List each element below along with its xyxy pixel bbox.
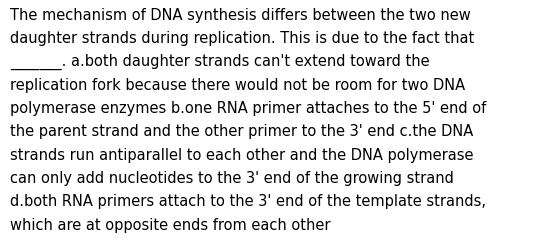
Text: _______. a.both daughter strands can't extend toward the: _______. a.both daughter strands can't e… xyxy=(10,54,430,70)
Text: replication fork because there would not be room for two DNA: replication fork because there would not… xyxy=(10,77,465,92)
Text: can only add nucleotides to the 3' end of the growing strand: can only add nucleotides to the 3' end o… xyxy=(10,170,454,185)
Text: which are at opposite ends from each other: which are at opposite ends from each oth… xyxy=(10,217,330,232)
Text: The mechanism of DNA synthesis differs between the two new: The mechanism of DNA synthesis differs b… xyxy=(10,8,471,22)
Text: polymerase enzymes b.one RNA primer attaches to the 5' end of: polymerase enzymes b.one RNA primer atta… xyxy=(10,100,486,116)
Text: strands run antiparallel to each other and the DNA polymerase: strands run antiparallel to each other a… xyxy=(10,147,474,162)
Text: daughter strands during replication. This is due to the fact that: daughter strands during replication. Thi… xyxy=(10,31,474,46)
Text: the parent strand and the other primer to the 3' end c.the DNA: the parent strand and the other primer t… xyxy=(10,124,473,139)
Text: d.both RNA primers attach to the 3' end of the template strands,: d.both RNA primers attach to the 3' end … xyxy=(10,194,486,208)
